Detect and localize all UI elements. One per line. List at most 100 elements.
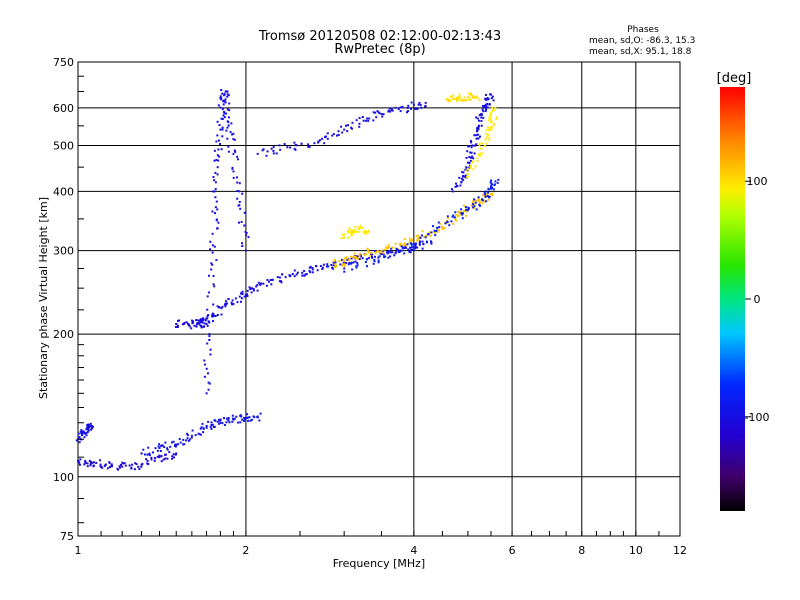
data-point bbox=[311, 271, 314, 274]
data-point bbox=[404, 244, 407, 247]
data-point bbox=[408, 237, 411, 240]
data-point bbox=[475, 137, 478, 140]
data-point bbox=[466, 173, 469, 175]
data-point bbox=[227, 298, 230, 300]
data-point bbox=[161, 444, 163, 447]
data-point bbox=[308, 146, 311, 148]
data-point bbox=[467, 206, 470, 209]
data-point bbox=[162, 458, 165, 461]
data-point bbox=[475, 208, 478, 211]
data-point bbox=[418, 243, 421, 246]
data-point bbox=[430, 231, 433, 234]
data-point bbox=[231, 303, 234, 306]
y-tick-label: 75 bbox=[60, 530, 74, 543]
data-point bbox=[216, 208, 219, 211]
data-point bbox=[305, 273, 308, 275]
data-point bbox=[449, 100, 451, 102]
data-point bbox=[477, 126, 480, 129]
data-point bbox=[469, 164, 472, 167]
data-point bbox=[450, 220, 453, 223]
data-point bbox=[204, 319, 207, 322]
data-point bbox=[461, 213, 464, 216]
data-point bbox=[334, 263, 337, 266]
data-point bbox=[480, 147, 483, 150]
data-point bbox=[488, 103, 491, 106]
data-point bbox=[488, 116, 491, 119]
data-point bbox=[174, 443, 177, 446]
data-point bbox=[210, 424, 213, 426]
data-point bbox=[462, 209, 465, 212]
data-point bbox=[351, 268, 354, 271]
data-point bbox=[403, 247, 406, 250]
data-point bbox=[476, 96, 479, 99]
data-point bbox=[191, 319, 194, 322]
data-point bbox=[241, 418, 244, 421]
data-point bbox=[209, 425, 212, 428]
data-point bbox=[262, 282, 265, 285]
data-point bbox=[209, 240, 212, 243]
data-point bbox=[496, 116, 499, 119]
data-point bbox=[465, 156, 468, 159]
data-point bbox=[255, 285, 258, 288]
data-point bbox=[228, 421, 231, 424]
data-point bbox=[85, 434, 88, 437]
data-point bbox=[158, 447, 161, 449]
data-point bbox=[237, 421, 240, 424]
data-point bbox=[221, 128, 224, 131]
data-point bbox=[343, 263, 346, 266]
data-point bbox=[439, 222, 442, 225]
data-point bbox=[358, 117, 361, 119]
data-point bbox=[108, 461, 111, 464]
data-point bbox=[207, 420, 210, 423]
data-point bbox=[163, 446, 166, 448]
data-point bbox=[232, 176, 235, 179]
data-point bbox=[227, 116, 230, 119]
data-point bbox=[474, 144, 477, 147]
data-point bbox=[378, 255, 381, 258]
data-point bbox=[200, 426, 203, 429]
data-point bbox=[322, 263, 325, 266]
data-point bbox=[484, 97, 487, 100]
data-point bbox=[481, 142, 483, 145]
data-point bbox=[223, 92, 226, 95]
x-tick-label: 2 bbox=[242, 544, 249, 557]
data-point bbox=[477, 196, 480, 199]
data-point bbox=[352, 261, 355, 264]
data-point bbox=[209, 348, 212, 351]
data-point bbox=[196, 323, 198, 326]
data-point bbox=[425, 240, 428, 243]
data-point bbox=[190, 434, 193, 437]
data-point bbox=[491, 192, 494, 195]
data-point bbox=[495, 118, 497, 121]
data-point bbox=[490, 179, 493, 182]
data-point bbox=[317, 140, 320, 143]
data-point bbox=[484, 138, 487, 141]
data-point bbox=[478, 143, 481, 146]
data-point bbox=[174, 453, 177, 456]
data-point bbox=[388, 107, 391, 110]
data-point bbox=[476, 117, 479, 120]
data-point bbox=[243, 418, 246, 421]
data-point bbox=[246, 293, 248, 296]
data-point bbox=[387, 244, 390, 247]
data-point bbox=[364, 229, 367, 232]
data-point bbox=[165, 453, 167, 456]
data-point bbox=[272, 146, 275, 149]
data-point bbox=[321, 137, 324, 140]
data-point bbox=[89, 422, 92, 425]
data-point bbox=[216, 154, 219, 157]
data-point bbox=[491, 194, 494, 197]
data-point bbox=[227, 419, 230, 422]
data-point bbox=[416, 246, 419, 249]
data-point bbox=[87, 427, 90, 430]
data-point bbox=[216, 134, 219, 137]
data-point bbox=[233, 138, 236, 141]
data-point bbox=[319, 139, 321, 142]
data-point bbox=[354, 255, 357, 258]
data-point bbox=[339, 263, 342, 266]
data-point bbox=[455, 219, 458, 222]
data-point bbox=[244, 249, 247, 252]
data-point bbox=[331, 134, 334, 137]
data-point bbox=[346, 231, 349, 234]
data-point bbox=[92, 464, 95, 467]
